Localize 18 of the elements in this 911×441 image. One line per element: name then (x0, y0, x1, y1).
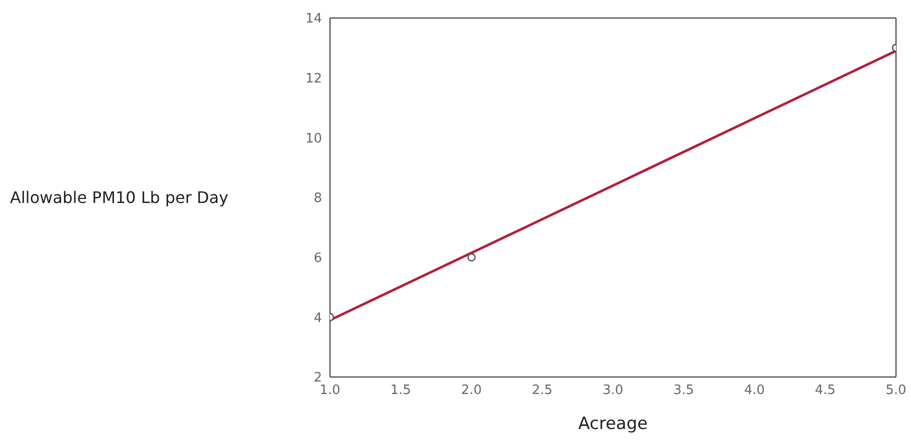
y-axis-title: Allowable PM10 Lb per Day (10, 188, 228, 208)
y-tick-label: 12 (305, 71, 322, 86)
y-tick-label: 14 (305, 12, 322, 27)
x-tick-label: 2.5 (532, 383, 553, 398)
x-tick-label: 1.5 (390, 383, 412, 398)
x-tick-label: 4.0 (744, 383, 765, 398)
x-tick-label: 1.0 (320, 383, 340, 398)
y-tick-label: 4 (314, 310, 322, 326)
x-tick-label: 3.0 (602, 383, 624, 398)
y-tick-label: 10 (305, 131, 322, 146)
x-tick-label: 5.0 (886, 383, 906, 398)
y-tick-label: 6 (314, 250, 322, 266)
x-tick-label: 4.5 (814, 383, 836, 398)
y-tick-label: 2 (314, 370, 322, 386)
x-tick-label: 3.5 (673, 383, 694, 398)
x-tick-label: 2.0 (461, 383, 482, 398)
y-tick-label: 8 (314, 191, 322, 206)
x-axis-title: Acreage (578, 414, 648, 434)
